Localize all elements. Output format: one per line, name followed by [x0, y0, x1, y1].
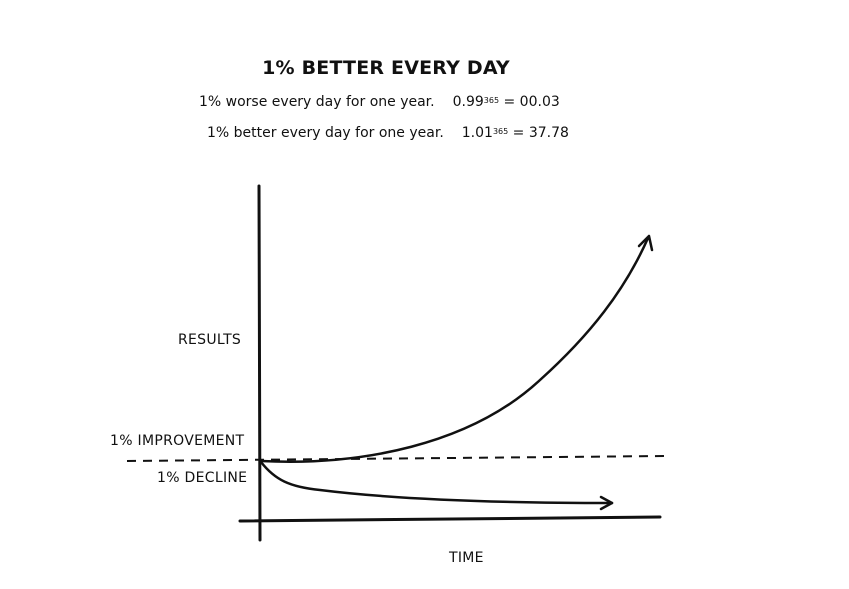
improvement-curve [259, 236, 650, 463]
better-description: 1% better every day for one year. [207, 125, 444, 141]
better-result: = 37.78 [508, 125, 569, 141]
decline-arrowhead [599, 495, 614, 511]
results-axis-label: RESULTS [178, 332, 242, 348]
worse-result: = 00.03 [499, 94, 560, 110]
worse-description: 1% worse every day for one year. [199, 94, 435, 110]
x-axis [238, 515, 662, 523]
baseline-dashed-line [126, 455, 666, 462]
y-axis [257, 184, 262, 542]
page-title: 1% BETTER EVERY DAY [262, 57, 510, 79]
improvement-label: 1% IMPROVEMENT [110, 433, 245, 449]
better-base: 1.01 [461, 125, 493, 141]
better-equation-line: 1% better every day for one year. 1.01365… [207, 125, 569, 145]
worse-base: 0.99 [452, 94, 484, 110]
decline-label: 1% DECLINE [157, 470, 248, 486]
worse-equation-line: 1% worse every day for one year. 0.99365 … [199, 94, 560, 114]
worse-exponent: 365 [483, 96, 500, 105]
decline-curve [259, 460, 614, 505]
time-axis-label: TIME [449, 550, 484, 566]
improvement-arrowhead [637, 234, 654, 252]
better-exponent: 365 [492, 127, 509, 136]
